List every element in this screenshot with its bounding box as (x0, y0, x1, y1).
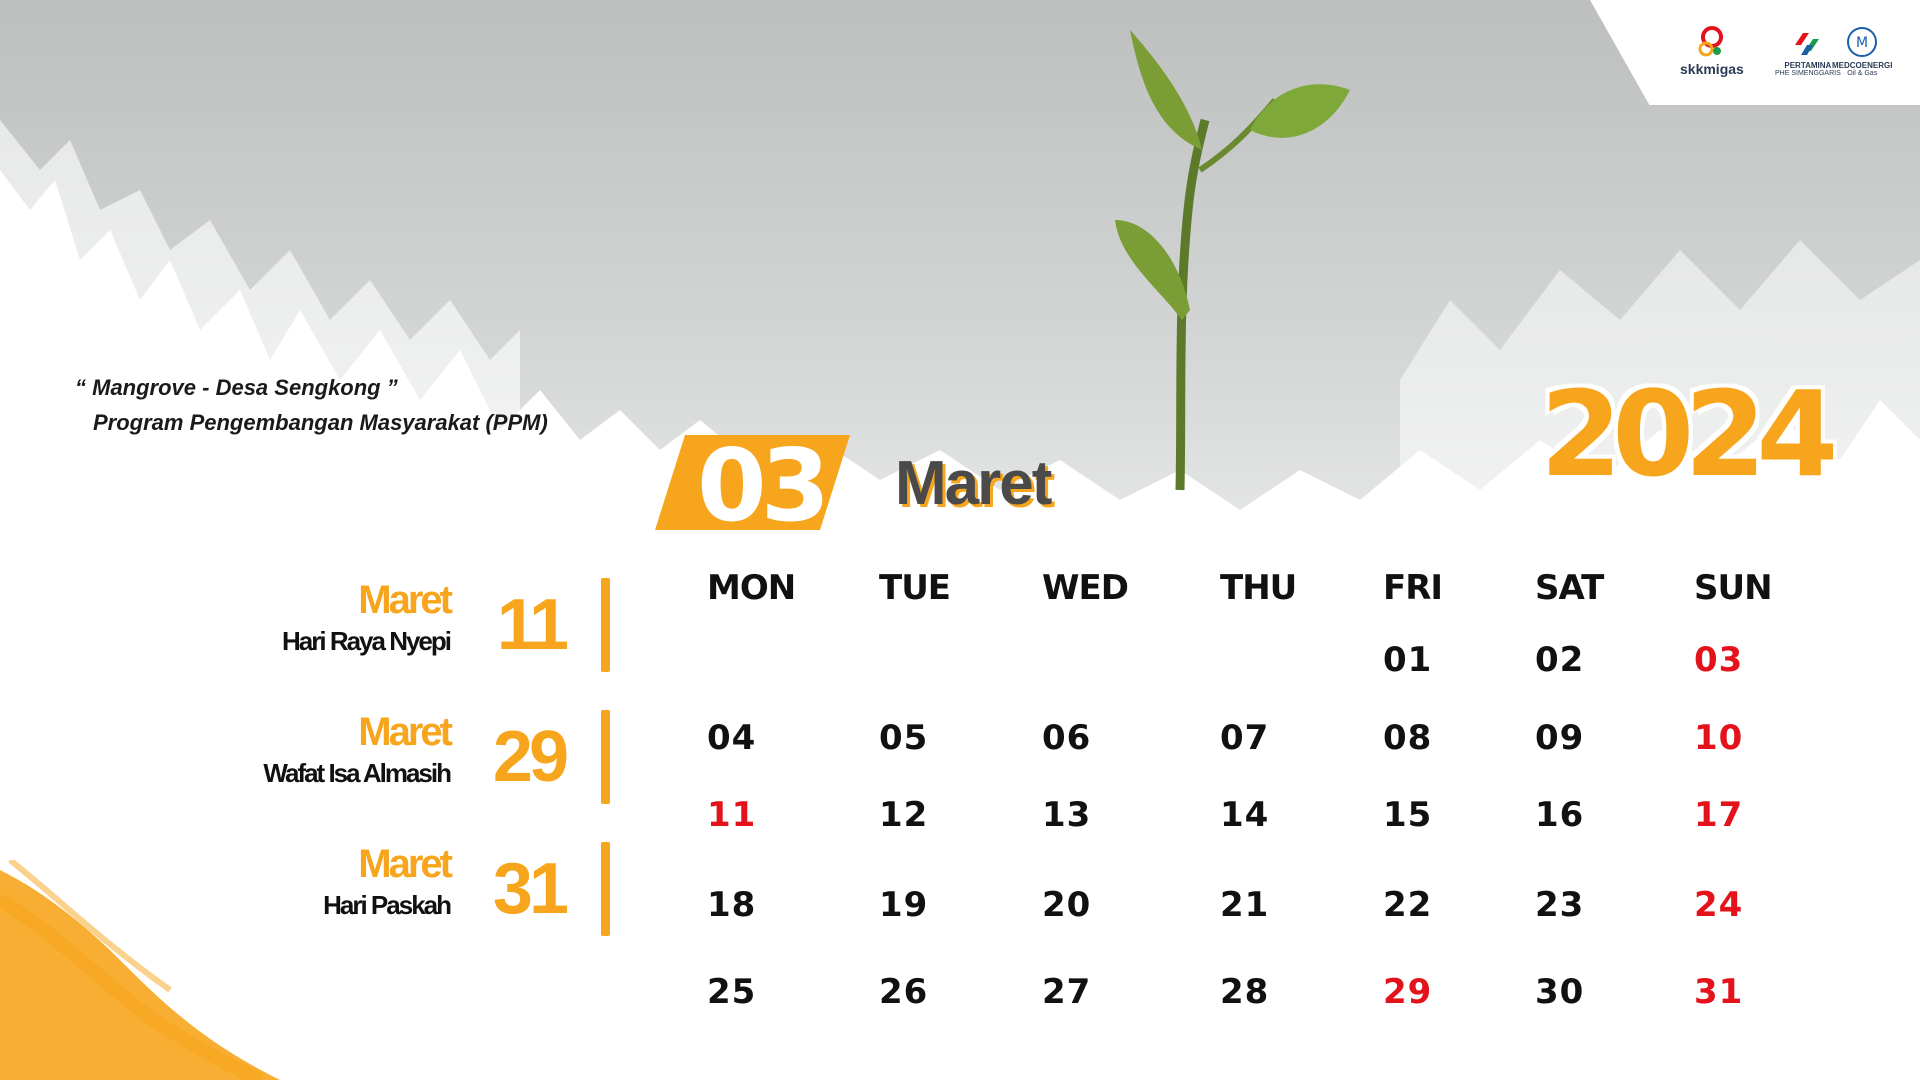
holiday-item: Maret Wafat Isa Almasih 29 (150, 710, 610, 806)
weekday-header-sun: SUN (1694, 568, 1773, 608)
holiday-name: Wafat Isa Almasih (263, 758, 452, 788)
pertamina-icon (1794, 33, 1819, 55)
weekday-header-thu: THU (1220, 568, 1297, 608)
holiday-name: Hari Raya Nyepi (282, 626, 452, 656)
pertamina-label: PERTAMINA (1784, 61, 1832, 70)
medcoenergi-label: MEDCOENERGI (1832, 61, 1893, 70)
month-badge-shape (655, 435, 850, 530)
month-number-badge: 03 (655, 427, 850, 544)
holiday-divider (601, 578, 610, 672)
holiday-day: 29 (492, 717, 569, 797)
calendar-day: 16 (1535, 795, 1585, 835)
calendar-day: 02 (1535, 640, 1585, 680)
calendar-day: 28 (1220, 972, 1270, 1012)
holiday-day: 11 (496, 585, 569, 665)
calendar-day: 14 (1220, 795, 1270, 835)
photo-caption: “ Mangrove - Desa Sengkong ” Program Pen… (75, 370, 548, 440)
skkmigas-logo: skkmigas (1680, 25, 1744, 77)
calendar-day: 08 (1383, 718, 1433, 758)
weekday-header-mon: MON (707, 568, 796, 608)
month-name: Maret (895, 449, 1052, 518)
background-photo (0, 0, 1920, 620)
holiday-month: Maret (358, 710, 453, 754)
calendar-day: 06 (1042, 718, 1092, 758)
pertamina-logo: PERTAMINA PHE SIMENGGARIS (1775, 25, 1841, 77)
calendar-day: 21 (1220, 885, 1270, 925)
calendar-day: 03 (1694, 640, 1744, 680)
pertamina-sublabel: PHE SIMENGGARIS (1775, 70, 1841, 77)
holiday-month: Maret (358, 578, 453, 622)
calendar-day: 26 (879, 972, 929, 1012)
calendar-day: 11 (707, 795, 757, 835)
calendar-day: 24 (1694, 885, 1744, 925)
calendar-day: 19 (879, 885, 929, 925)
holiday-item: Maret Hari Paskah 31 (150, 842, 610, 938)
svg-text:M: M (1856, 35, 1868, 51)
sponsor-logo-tab (1590, 0, 1920, 105)
calendar-day: 31 (1694, 972, 1744, 1012)
calendar-day: 12 (879, 795, 929, 835)
skkmigas-label: skkmigas (1680, 61, 1744, 77)
holiday-day: 31 (492, 849, 569, 929)
calendar-day: 20 (1042, 885, 1092, 925)
calendar-day: 25 (707, 972, 757, 1012)
calendar-day: 18 (707, 885, 757, 925)
orange-brush-decoration (0, 857, 300, 1085)
holiday-name: Hari Paskah (323, 890, 452, 920)
calendar-day: 09 (1535, 718, 1585, 758)
weekday-header-tue: TUE (879, 568, 951, 608)
calendar-day: 29 (1383, 972, 1433, 1012)
skkmigas-icon (1698, 26, 1723, 57)
calendar-day: 22 (1383, 885, 1433, 925)
holiday-item: Maret Hari Raya Nyepi 11 (150, 578, 610, 674)
holiday-month: Maret (358, 842, 453, 886)
calendar-day: 10 (1694, 718, 1744, 758)
weekday-header-fri: FRI (1383, 568, 1443, 608)
caption-line-2: Program Pengembangan Masyarakat (PPM) (93, 410, 548, 435)
weekday-header-sat: SAT (1535, 568, 1604, 608)
calendar-day: 01 (1383, 640, 1433, 680)
calendar-day: 05 (879, 718, 929, 758)
caption-line-1: “ Mangrove - Desa Sengkong ” (75, 375, 398, 400)
medcoenergi-logo: M MEDCOENERGI Oil & Gas (1832, 25, 1892, 77)
mangrove-seedling-illustration (1100, 20, 1360, 500)
weekday-header-wed: WED (1042, 568, 1129, 608)
holiday-divider (601, 710, 610, 804)
medcoenergi-sublabel: Oil & Gas (1847, 70, 1878, 77)
calendar-day: 15 (1383, 795, 1433, 835)
calendar-day: 17 (1694, 795, 1744, 835)
calendar-day: 27 (1042, 972, 1092, 1012)
calendar-day: 07 (1220, 718, 1270, 758)
year-title: 2024 (1540, 365, 1838, 503)
calendar-day: 13 (1042, 795, 1092, 835)
medcoenergi-icon: M (1847, 27, 1878, 57)
month-number: 03 (697, 427, 830, 544)
calendar-day: 23 (1535, 885, 1585, 925)
calendar-day: 30 (1535, 972, 1585, 1012)
holiday-divider (601, 842, 610, 936)
calendar-day: 04 (707, 718, 757, 758)
